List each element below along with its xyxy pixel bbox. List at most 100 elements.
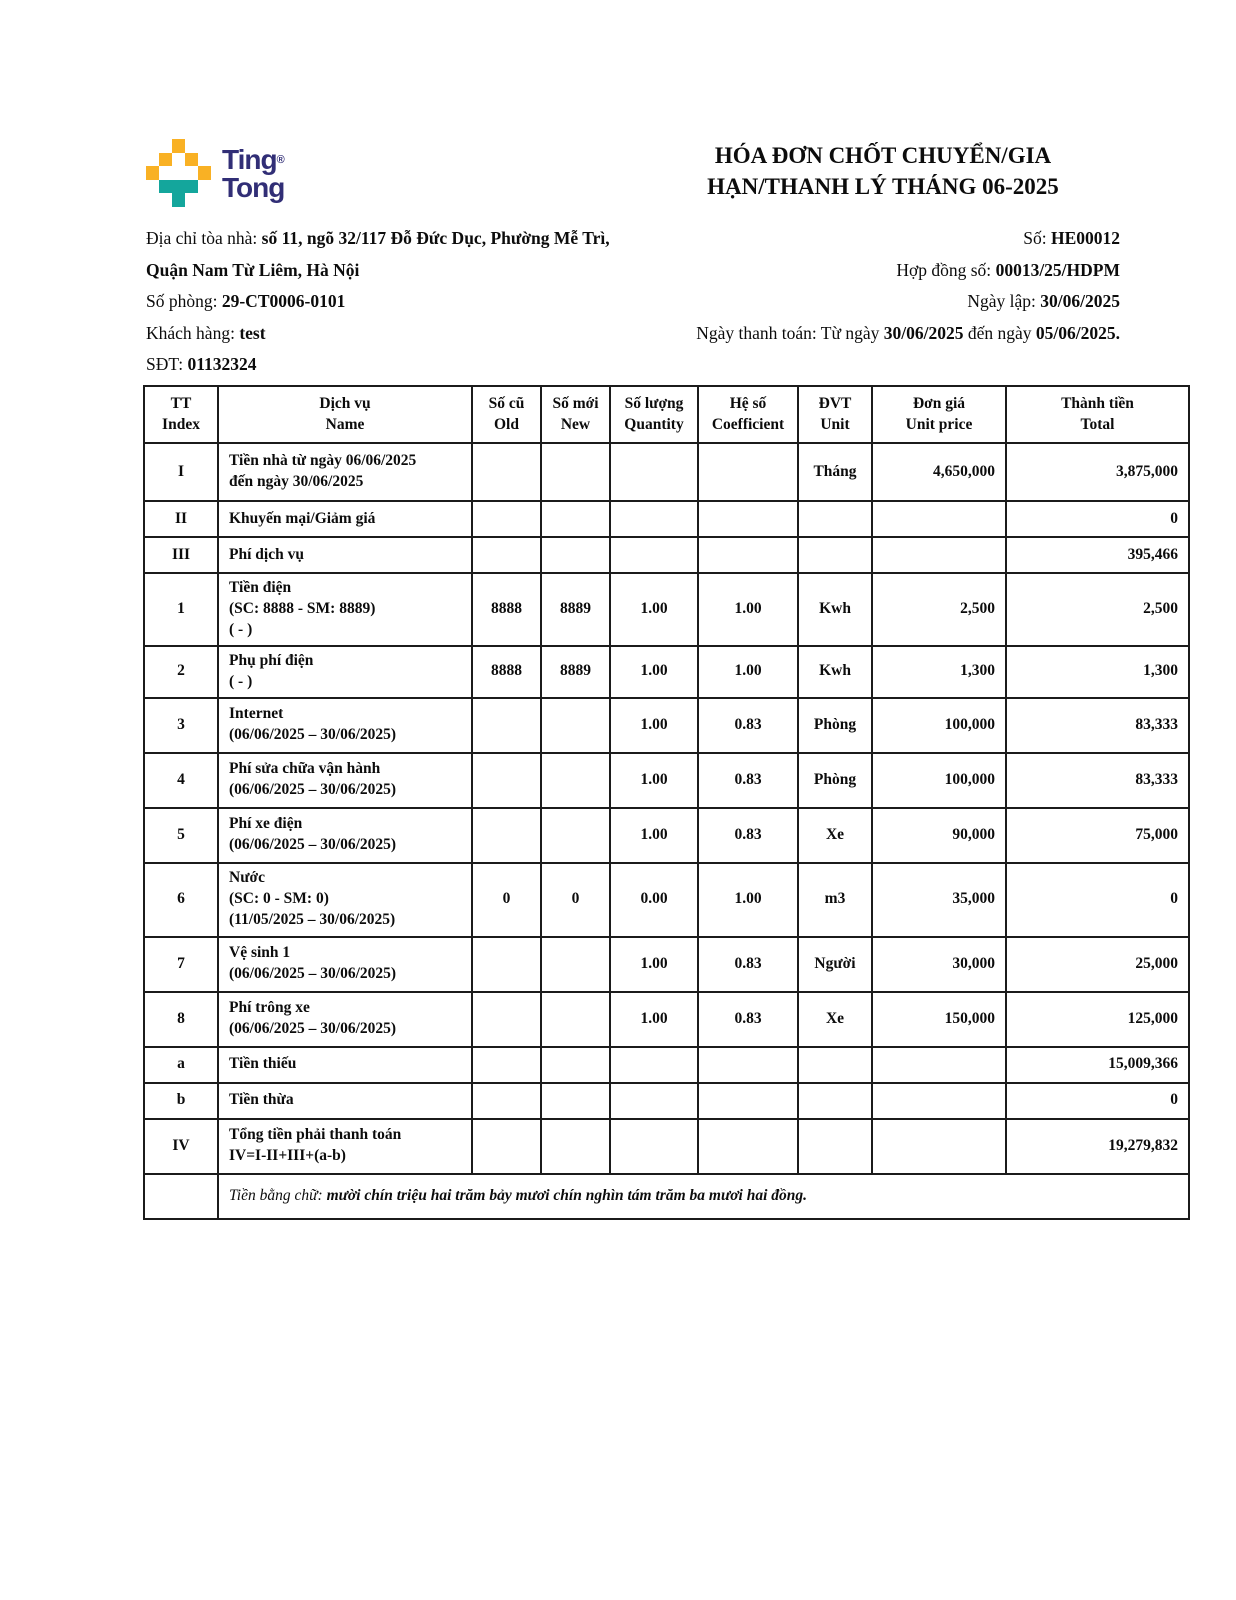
building-address-line2: Quận Nam Từ Liêm, Hà Nội (146, 259, 360, 280)
cell-index: 1 (143, 572, 219, 647)
logo-pixel (185, 139, 198, 153)
cell-total: 0 (1005, 500, 1190, 538)
cell-index: 5 (143, 806, 219, 864)
cell-total: 1,300 (1005, 644, 1190, 699)
cell-old-reading (471, 500, 542, 538)
cell-unit-price (871, 500, 1007, 538)
cell-service-name: Tiền thiếu (217, 1045, 473, 1084)
cell-old-reading (471, 935, 542, 993)
column-header-coefficient: Hệ số Coefficient (697, 385, 799, 444)
logo-pixel (172, 179, 185, 193)
cell-quantity: 1.00 (609, 644, 699, 699)
table-row: 7 Vệ sinh 1 (06/06/2025 – 30/06/2025) 1.00 0… (143, 935, 1190, 993)
cell-total: 2,500 (1005, 572, 1190, 647)
cell-index: 3 (143, 696, 219, 754)
amount-in-words: Tiền bằng chữ: mười chín triệu hai trăm … (217, 1172, 1190, 1220)
cell-unit: Kwh (797, 644, 873, 699)
table-row: 2 Phụ phí điện( - ) 8888 8889 1.00 1.00 Kwh 1,3… (143, 644, 1190, 699)
cell-total: 125,000 (1005, 990, 1190, 1048)
cell-total: 0 (1005, 861, 1190, 938)
logo-pixel (185, 179, 198, 193)
cell-unit-price: 30,000 (871, 935, 1007, 993)
cell-coefficient (697, 500, 799, 538)
cell-new-reading (540, 442, 611, 502)
cell-service-name: Phí dịch vụ (217, 536, 473, 574)
logo-pixel (146, 166, 159, 180)
cell-index: 2 (143, 644, 219, 699)
cell-total: 3,875,000 (1005, 442, 1190, 502)
cell-old-reading (471, 1045, 542, 1084)
cell-new-reading (540, 806, 611, 864)
table-row: IV Tổng tiền phải thanh toán IV=I-II+III+(… (143, 1117, 1190, 1175)
cell-old-reading (471, 536, 542, 574)
table-row: 1 Tiền điện (SC: 8888 - SM: 8889)( - ) 8888… (143, 572, 1190, 647)
cell-old-reading (471, 442, 542, 502)
cell-new-reading (540, 990, 611, 1048)
cell-unit (797, 1045, 873, 1084)
cell-old-reading (471, 1081, 542, 1120)
table-row: 3 Internet (06/06/2025 – 30/06/2025) 1.00 0.… (143, 696, 1190, 754)
logo-pixel (198, 139, 211, 153)
cell-quantity (609, 442, 699, 502)
cell-unit: Xe (797, 806, 873, 864)
logo-pixel (185, 152, 198, 166)
cell-unit-price: 2,500 (871, 572, 1007, 647)
logo-pixel (146, 153, 159, 167)
cell-quantity (609, 536, 699, 574)
amount-in-words-row: Tiền bằng chữ: mười chín triệu hai trăm … (143, 1172, 1190, 1220)
cell-service-name: Phụ phí điện( - ) (217, 644, 473, 699)
cell-index: 6 (143, 861, 219, 938)
logo-pixel (159, 139, 172, 153)
column-header-new: Số mới New (540, 385, 611, 444)
cell-unit: Phòng (797, 696, 873, 754)
issue-date: Ngày lập: 30/06/2025 (967, 291, 1120, 311)
cell-coefficient: 0.83 (697, 990, 799, 1048)
room-number: Số phòng: 29-CT0006-0101 (146, 291, 346, 311)
table-row: III Phí dịch vụ 395,466 (143, 536, 1190, 574)
cell-quantity: 1.00 (609, 572, 699, 647)
cell-old-reading: 8888 (471, 644, 542, 699)
cell-index: a (143, 1045, 219, 1084)
cell-coefficient: 1.00 (697, 861, 799, 938)
logo-pixel (146, 180, 159, 194)
cell-total: 25,000 (1005, 935, 1190, 993)
cell-unit (797, 536, 873, 574)
cell-new-reading (540, 536, 611, 574)
cell-index: 4 (143, 751, 219, 809)
cell-unit-price: 35,000 (871, 861, 1007, 938)
cell-unit (797, 1117, 873, 1175)
meta-right-block: Số: HE00012 Hợp đồng số: 00013/25/HDPM N… (696, 223, 1120, 349)
cell-old-reading (471, 696, 542, 754)
column-header-name: Dịch vụ Name (217, 385, 473, 444)
cell-old-reading (471, 990, 542, 1048)
cell-old-reading: 0 (471, 861, 542, 938)
cell-new-reading (540, 500, 611, 538)
logo-pixel (172, 153, 185, 167)
building-address-line1: Địa chỉ tòa nhà: số 11, ngõ 32/117 Đỗ Đứ… (146, 228, 610, 248)
table-row: 4 Phí sửa chữa vận hành (06/06/2025 – 30/0… (143, 751, 1190, 809)
invoice-title-line2: HẠN/THANH LÝ THÁNG 06-2025 (707, 174, 1059, 199)
cell-quantity: 1.00 (609, 696, 699, 754)
cell-coefficient: 1.00 (697, 572, 799, 647)
logo-pixel (172, 139, 185, 153)
cell-index: II (143, 500, 219, 538)
cell-total: 0 (1005, 1081, 1190, 1120)
column-header-old: Số cũ Old (471, 385, 542, 444)
cell-service-name: Tiền thừa (217, 1081, 473, 1120)
contract-number: Hợp đồng số: 00013/25/HDPM (896, 259, 1120, 280)
payment-period: Ngày thanh toán: Từ ngày 30/06/2025 đến … (696, 322, 1120, 343)
cell-index: 7 (143, 935, 219, 993)
cell-coefficient (697, 442, 799, 502)
cell-total: 15,009,366 (1005, 1045, 1190, 1084)
cell-coefficient (697, 1081, 799, 1120)
cell-old-reading (471, 806, 542, 864)
cell-service-name: Khuyến mại/Giảm giá (217, 500, 473, 538)
cell-unit-price (871, 536, 1007, 574)
logo-wordmark: Ting® Tong (222, 146, 285, 202)
cell-quantity (609, 1081, 699, 1120)
cell-coefficient: 0.83 (697, 935, 799, 993)
logo-pixel (146, 193, 159, 207)
invoice-title: HÓA ĐƠN CHỐT CHUYỂN/GIA HẠN/THANH LÝ THÁ… (658, 140, 1108, 202)
table-row: 6 Nước (SC: 0 - SM: 0) (11/05/2025 – 30/06/… (143, 861, 1190, 938)
